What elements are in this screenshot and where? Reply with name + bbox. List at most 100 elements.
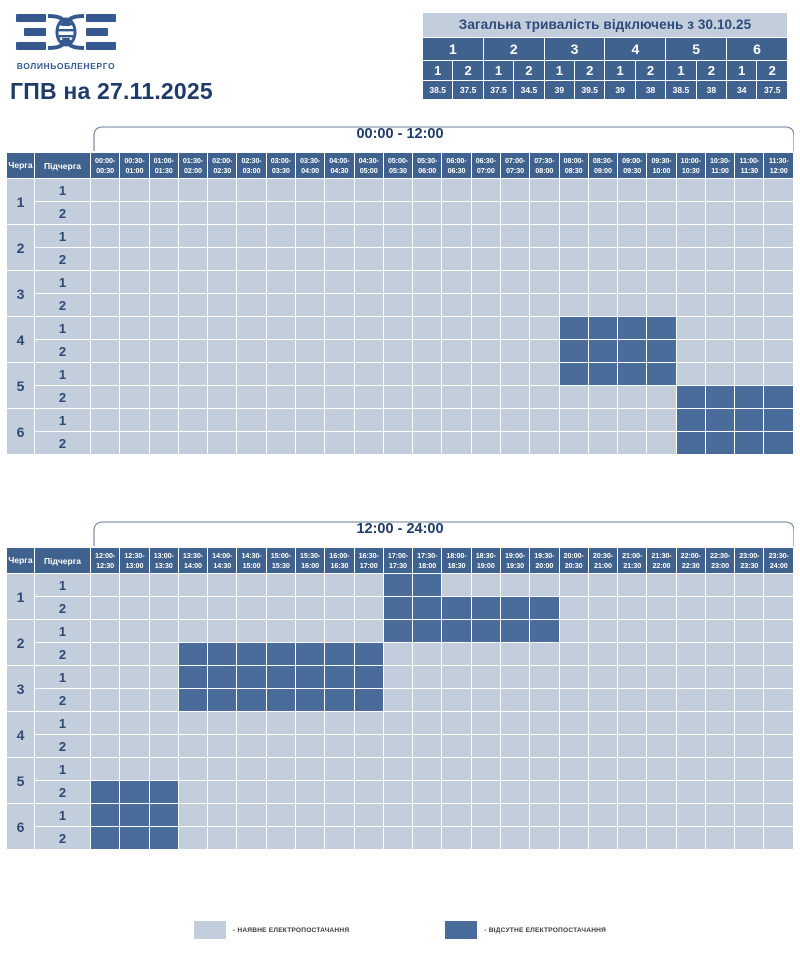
power-cell [324,316,355,341]
power-cell [119,596,150,621]
time-slot-header: 16:00- 16:30 [324,546,355,575]
power-cell [529,688,560,713]
power-cell [382,201,414,226]
subqueue-label: 2 [34,385,91,410]
outage-cell [236,665,267,690]
power-cell [763,757,794,782]
power-cell [763,803,794,828]
time-slot-header: 05:00- 05:30 [382,151,414,180]
power-cell [207,316,238,341]
power-cell [646,178,677,203]
power-cell [353,385,384,410]
outage-cell [119,826,150,851]
power-cell [236,780,267,805]
power-cell [236,803,267,828]
outage-cell [265,688,296,713]
power-cell [763,642,794,667]
power-cell [353,826,384,851]
time-slot-header: 13:00- 13:30 [148,546,179,575]
power-cell [704,362,736,387]
power-cell [324,596,355,621]
power-cell [529,270,560,295]
outage-cell [207,688,238,713]
power-cell [499,757,531,782]
power-cell [148,431,179,456]
power-cell [529,224,560,249]
power-cell [763,270,794,295]
table-row: 2 [7,826,794,851]
power-cell [236,573,267,598]
power-cell [704,711,736,736]
summary-queue-5: 5 [665,37,728,61]
summary-title: Загальна тривалість відключень з 30.10.2… [422,12,788,38]
power-cell [382,339,414,364]
power-cell [675,757,706,782]
summary-queue-4: 4 [604,37,667,61]
power-cell [353,431,384,456]
power-cell [119,711,150,736]
power-cell [412,339,443,364]
power-cell [353,362,384,387]
power-cell [617,178,648,203]
power-cell [412,408,443,433]
power-cell [236,826,267,851]
power-cell [529,293,560,318]
power-cell [236,385,267,410]
power-cell [177,803,209,828]
power-cell [324,711,355,736]
power-cell [119,688,150,713]
power-cell [265,596,296,621]
time-slot-header: 18:30- 19:00 [470,546,501,575]
power-cell [763,734,794,759]
time-slot-header: 15:00- 15:30 [265,546,296,575]
schedule-table-morning: Черга Підчерга 00:00- 00:30 00:30- 01:00 01:… [6,151,794,456]
power-cell [587,270,619,295]
outage-cell [177,642,209,667]
power-cell [177,431,209,456]
subqueue-label: 2 [34,293,91,318]
power-cell [89,431,121,456]
time-slot-header: 20:30- 21:00 [587,546,619,575]
header-subqueue: Підчерга [34,151,91,180]
power-cell [704,573,736,598]
outage-cell [441,596,472,621]
time-slot-header: 02:30- 03:00 [236,151,267,180]
power-cell [89,573,121,598]
outage-cell [646,339,677,364]
power-cell [148,385,179,410]
subqueue-label: 2 [34,339,91,364]
summary-table: Загальна тривалість відключень з 30.10.2… [421,12,788,100]
power-cell [412,247,443,272]
power-cell [265,339,296,364]
power-cell [441,362,472,387]
outage-cell [412,573,443,598]
power-cell [529,408,560,433]
time-slot-header: 07:00- 07:30 [499,151,531,180]
power-cell [734,316,765,341]
header-queue: Черга [6,546,35,575]
power-cell [558,431,589,456]
power-cell [470,408,501,433]
power-cell [587,826,619,851]
power-cell [324,178,355,203]
power-cell [763,339,794,364]
power-cell [441,711,472,736]
time-slot-header: 11:00- 11:30 [734,151,765,180]
summary-subqueue-cell: 1 [604,60,636,81]
power-cell [734,642,765,667]
power-cell [704,619,736,644]
power-cell [382,385,414,410]
power-cell [265,573,296,598]
queue-label-2: 2 [6,619,35,667]
power-cell [704,826,736,851]
table-row: 2 [7,431,794,456]
outage-cell [587,339,619,364]
power-cell [734,596,765,621]
outage-cell [499,619,531,644]
summary-duration-value: 38.5 [421,80,454,100]
time-slot-header: 14:00- 14:30 [207,546,238,575]
